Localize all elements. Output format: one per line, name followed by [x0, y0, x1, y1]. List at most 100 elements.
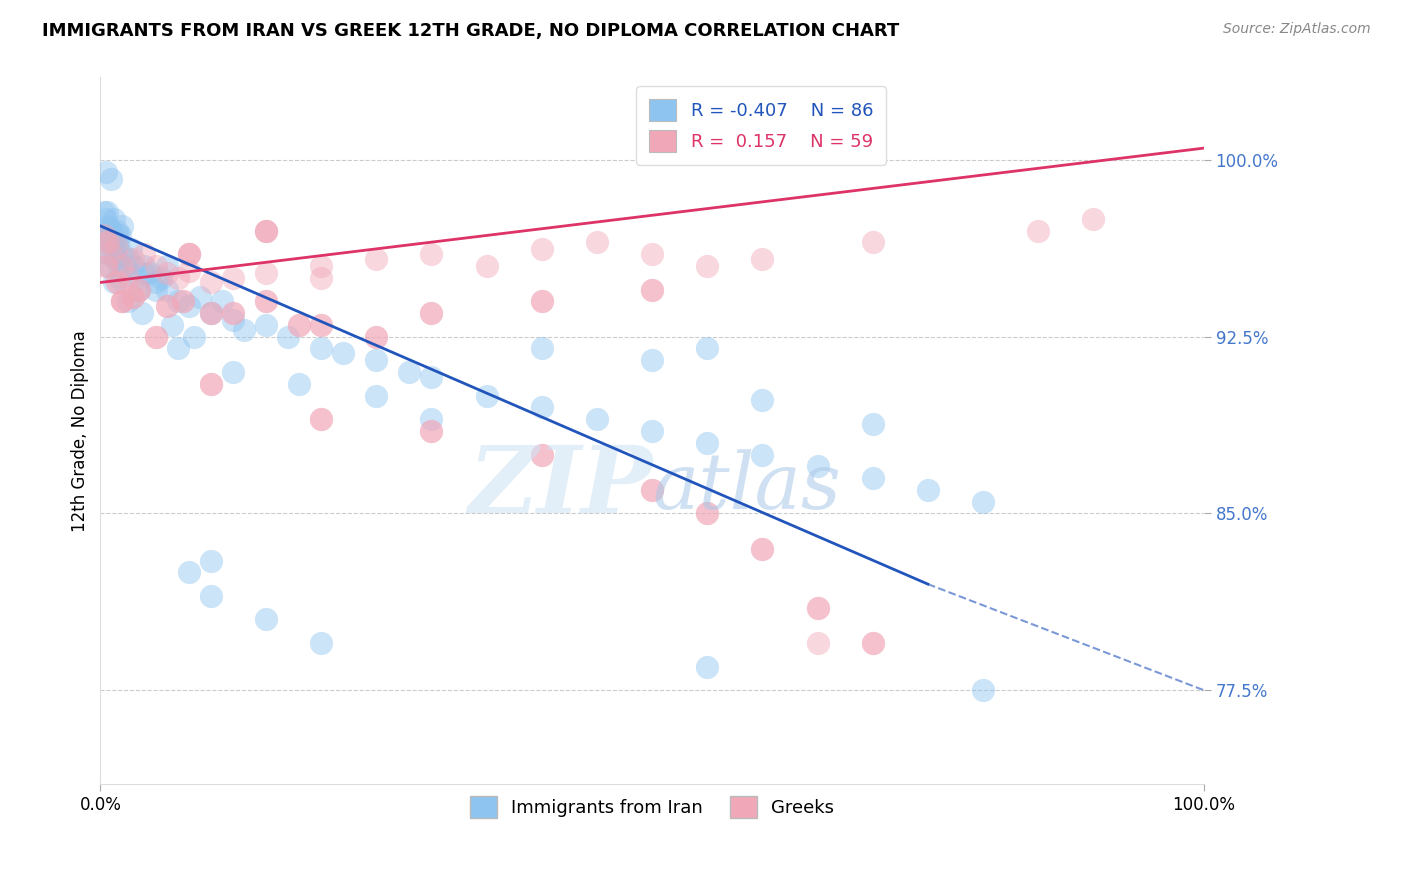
Point — [160, 318, 183, 332]
Point — [366, 252, 388, 266]
Point — [111, 294, 134, 309]
Point — [277, 329, 299, 343]
Point — [641, 353, 664, 368]
Point — [94, 259, 117, 273]
Point — [254, 294, 277, 309]
Point — [254, 224, 277, 238]
Point — [94, 235, 117, 250]
Text: atlas: atlas — [652, 450, 841, 525]
Point — [177, 247, 200, 261]
Point — [114, 259, 136, 273]
Point — [366, 388, 388, 402]
Point — [641, 283, 664, 297]
Point — [100, 247, 122, 261]
Point — [420, 424, 443, 438]
Point — [366, 329, 388, 343]
Point — [1026, 224, 1049, 238]
Point — [104, 243, 127, 257]
Point — [696, 659, 718, 673]
Point — [222, 365, 245, 379]
Point — [288, 318, 311, 332]
Point — [972, 494, 994, 508]
Point — [94, 224, 117, 238]
Point — [166, 270, 188, 285]
Point — [145, 283, 167, 297]
Point — [222, 306, 245, 320]
Point — [93, 228, 115, 243]
Point — [641, 283, 664, 297]
Point — [222, 270, 245, 285]
Point — [97, 235, 120, 250]
Point — [111, 247, 134, 261]
Point — [200, 376, 222, 391]
Point — [586, 235, 609, 250]
Point — [128, 283, 150, 297]
Point — [530, 294, 553, 309]
Point — [200, 553, 222, 567]
Text: IMMIGRANTS FROM IRAN VS GREEK 12TH GRADE, NO DIPLOMA CORRELATION CHART: IMMIGRANTS FROM IRAN VS GREEK 12TH GRADE… — [42, 22, 900, 40]
Point — [94, 211, 117, 226]
Point — [177, 263, 200, 277]
Point — [254, 612, 277, 626]
Point — [100, 224, 122, 238]
Point — [211, 294, 233, 309]
Point — [120, 243, 142, 257]
Point — [530, 342, 553, 356]
Point — [806, 636, 828, 650]
Point — [155, 259, 177, 273]
Point — [111, 219, 134, 233]
Point — [751, 541, 773, 556]
Point — [530, 448, 553, 462]
Point — [420, 247, 443, 261]
Point — [111, 294, 134, 309]
Point — [751, 252, 773, 266]
Point — [366, 353, 388, 368]
Point — [139, 266, 162, 280]
Point — [862, 417, 884, 431]
Point — [475, 388, 498, 402]
Point — [93, 204, 115, 219]
Point — [420, 424, 443, 438]
Point — [131, 306, 153, 320]
Point — [530, 448, 553, 462]
Point — [254, 224, 277, 238]
Point — [117, 270, 139, 285]
Point — [104, 252, 127, 266]
Point — [200, 589, 222, 603]
Point — [200, 276, 222, 290]
Point — [101, 247, 124, 261]
Point — [309, 412, 332, 426]
Point — [420, 306, 443, 320]
Point — [862, 636, 884, 650]
Point — [806, 459, 828, 474]
Point — [128, 270, 150, 285]
Point — [696, 342, 718, 356]
Point — [128, 283, 150, 297]
Point — [108, 270, 131, 285]
Point — [117, 252, 139, 266]
Point — [108, 259, 131, 273]
Point — [641, 483, 664, 497]
Point — [420, 412, 443, 426]
Point — [288, 318, 311, 332]
Point — [105, 224, 128, 238]
Point — [155, 299, 177, 313]
Point — [254, 224, 277, 238]
Point — [105, 228, 128, 243]
Point — [917, 483, 939, 497]
Point — [972, 683, 994, 698]
Point — [309, 259, 332, 273]
Point — [94, 235, 117, 250]
Point — [530, 294, 553, 309]
Point — [97, 219, 120, 233]
Point — [254, 266, 277, 280]
Point — [177, 247, 200, 261]
Point — [145, 329, 167, 343]
Point — [751, 393, 773, 408]
Point — [177, 566, 200, 580]
Point — [641, 483, 664, 497]
Point — [309, 412, 332, 426]
Point — [122, 290, 145, 304]
Point — [254, 294, 277, 309]
Point — [172, 294, 194, 309]
